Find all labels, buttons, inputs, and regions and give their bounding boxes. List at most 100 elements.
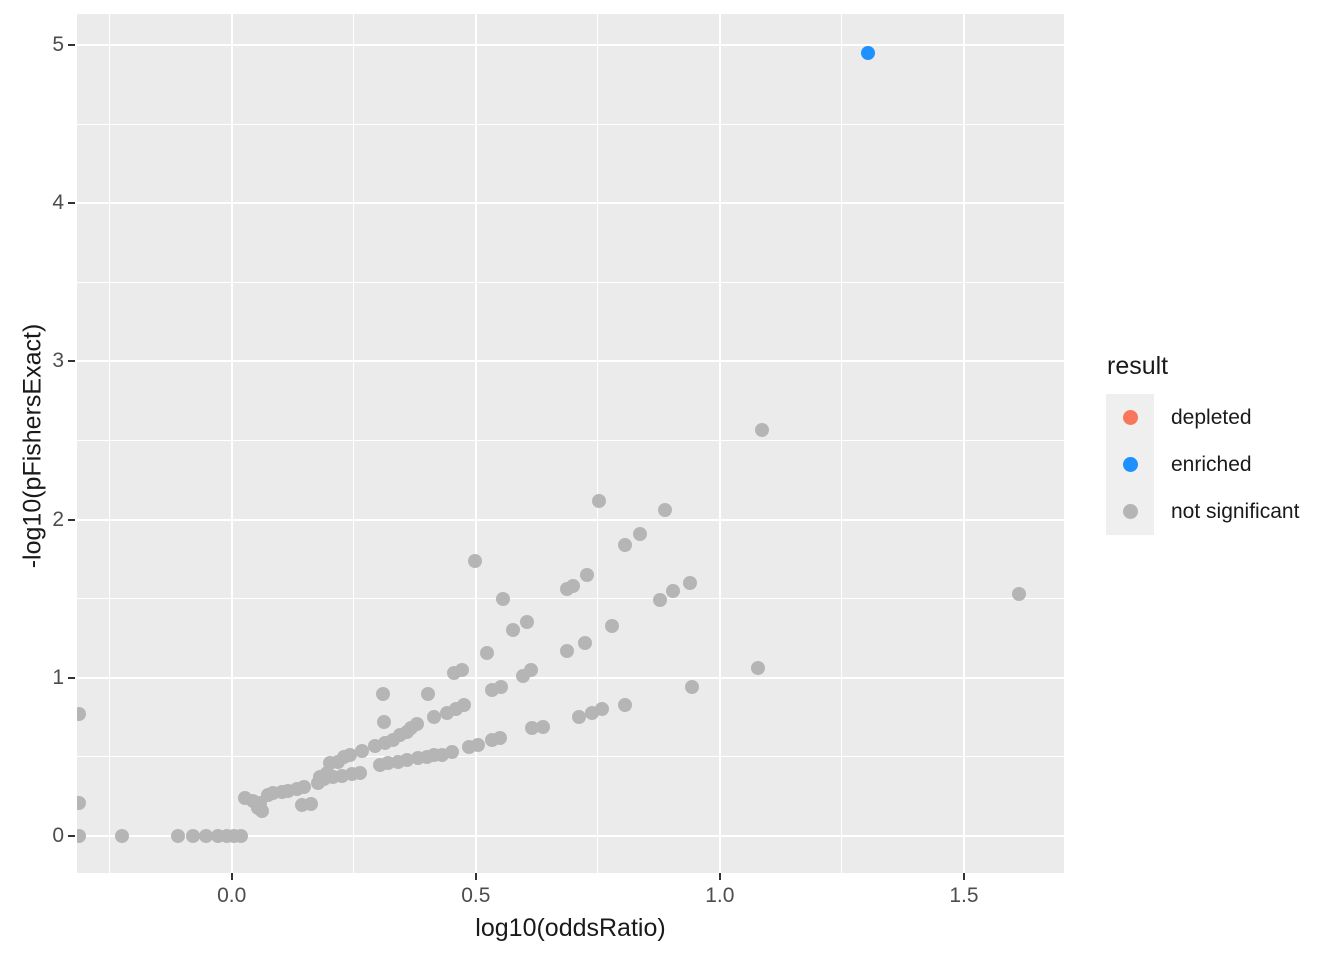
legend: result depleted enriched not significant <box>1106 352 1299 535</box>
data-point-not-significant <box>559 643 574 658</box>
data-point-not-significant <box>454 662 469 677</box>
y-tick-label: 2 <box>52 507 64 531</box>
data-point-not-significant <box>77 796 86 811</box>
x-tick-label: 0.5 <box>461 884 491 907</box>
data-point-not-significant <box>198 828 213 843</box>
y-tick-mark <box>68 518 75 521</box>
legend-item-label: not significant <box>1171 499 1300 523</box>
gridline-major-x <box>474 14 477 873</box>
data-point-not-significant <box>506 623 521 638</box>
gridline-major-x <box>962 14 965 873</box>
data-point-not-significant <box>591 493 606 508</box>
legend-swatch-dot-icon <box>1122 410 1138 425</box>
gridline-minor-y <box>77 756 1064 758</box>
data-point-not-significant <box>754 422 769 437</box>
legend-swatch-dot-icon <box>1122 504 1138 519</box>
legend-key <box>1106 394 1154 441</box>
legend-item-depleted: depleted <box>1106 394 1299 441</box>
legend-item-label: enriched <box>1171 452 1252 476</box>
plot-panel <box>77 14 1064 873</box>
x-tick-label: 1.5 <box>949 884 979 907</box>
data-point-not-significant <box>427 710 442 725</box>
gridline-minor-y <box>77 440 1064 442</box>
data-point-not-significant <box>376 715 391 730</box>
data-point-not-significant <box>434 747 449 762</box>
data-point-not-significant <box>632 526 647 541</box>
y-axis-title: -log10(pFishersExact) <box>18 323 47 569</box>
data-point-not-significant <box>565 579 580 594</box>
gridline-major-y <box>77 202 1064 205</box>
gridline-major-y <box>77 518 1064 521</box>
gridline-minor-y <box>77 281 1064 283</box>
data-point-not-significant <box>445 745 460 760</box>
gridline-major-y <box>77 44 1064 47</box>
data-point-not-significant <box>577 636 592 651</box>
data-point-not-significant <box>572 710 587 725</box>
x-tick-label: 0.0 <box>217 884 247 907</box>
x-tick-mark <box>230 873 233 880</box>
data-point-enriched <box>861 46 876 61</box>
data-point-not-significant <box>617 537 632 552</box>
gridline-minor-y <box>77 598 1064 600</box>
y-tick-mark <box>68 676 75 679</box>
gridline-major-y <box>77 676 1064 679</box>
data-point-not-significant <box>652 593 667 608</box>
x-tick-label: 1.0 <box>705 884 735 907</box>
data-point-not-significant <box>617 697 632 712</box>
data-point-not-significant <box>605 618 620 633</box>
legend-item-not-significant: not significant <box>1106 488 1299 535</box>
legend-item-label: depleted <box>1171 405 1252 429</box>
x-tick-mark <box>962 873 965 880</box>
y-tick-mark <box>68 834 75 837</box>
x-axis-title: log10(oddsRatio) <box>475 914 666 942</box>
gridline-major-x <box>230 14 233 873</box>
data-point-not-significant <box>255 803 269 818</box>
y-tick-mark <box>68 360 75 363</box>
data-point-not-significant <box>685 680 700 695</box>
data-point-not-significant <box>470 738 485 753</box>
data-point-not-significant <box>171 828 186 843</box>
legend-item-enriched: enriched <box>1106 441 1299 488</box>
y-tick-label: 5 <box>52 33 64 57</box>
data-point-not-significant <box>492 730 507 745</box>
data-point-not-significant <box>303 797 318 812</box>
data-point-not-significant <box>185 828 200 843</box>
gridline-major-y <box>77 834 1064 837</box>
data-point-not-significant <box>495 591 510 606</box>
data-point-not-significant <box>114 828 129 843</box>
x-tick-mark <box>718 873 721 880</box>
gridline-major-y <box>77 360 1064 363</box>
data-point-not-significant <box>594 702 609 717</box>
legend-title: result <box>1107 352 1169 380</box>
data-point-not-significant <box>1012 586 1027 601</box>
gridline-major-x <box>718 14 721 873</box>
data-point-not-significant <box>682 575 697 590</box>
data-point-not-significant <box>421 686 436 701</box>
legend-entries: depleted enriched not significant <box>1106 394 1299 535</box>
gridline-minor-x <box>353 14 355 873</box>
data-point-not-significant <box>77 828 86 843</box>
data-point-not-significant <box>233 828 248 843</box>
data-point-not-significant <box>750 661 765 676</box>
gridline-minor-x <box>841 14 843 873</box>
data-point-not-significant <box>354 743 369 758</box>
x-tick-mark <box>474 873 477 880</box>
gridline-minor-y <box>77 123 1064 125</box>
y-tick-label: 1 <box>52 665 64 689</box>
data-point-not-significant <box>456 697 471 712</box>
y-tick-label: 0 <box>52 823 64 847</box>
data-point-not-significant <box>535 719 550 734</box>
data-point-not-significant <box>657 503 672 518</box>
data-point-not-significant <box>375 686 390 701</box>
y-tick-label: 4 <box>52 191 64 215</box>
legend-key <box>1106 441 1154 488</box>
data-point-not-significant <box>77 707 86 722</box>
data-point-not-significant <box>524 662 539 677</box>
data-point-not-significant <box>342 748 357 763</box>
legend-swatch-dot-icon <box>1122 457 1138 472</box>
data-point-not-significant <box>352 765 367 780</box>
y-tick-mark <box>68 202 75 205</box>
data-point-not-significant <box>493 680 508 695</box>
data-point-not-significant <box>409 716 424 731</box>
